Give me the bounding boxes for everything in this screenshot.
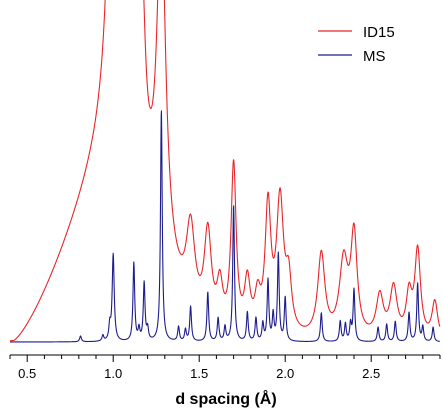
series-layer — [9, 0, 441, 343]
x-tick-label: 0.5 — [18, 366, 36, 381]
series-line-id15 — [9, 0, 441, 342]
legend: ID15 MS — [318, 24, 395, 65]
legend-label-id15: ID15 — [363, 24, 395, 41]
x-tick-label: 1.0 — [104, 366, 122, 381]
legend-label-ms: MS — [363, 48, 386, 65]
x-tick-label: 2.5 — [362, 366, 380, 381]
x-tick-label: 2.0 — [276, 366, 294, 381]
series-line-ms — [9, 110, 441, 343]
x-axis: 0.5 1.0 1.5 2.0 2.5 — [9, 354, 441, 381]
x-axis-title: d spacing (Å) — [175, 389, 276, 408]
x-tick-label: 1.5 — [190, 366, 208, 381]
